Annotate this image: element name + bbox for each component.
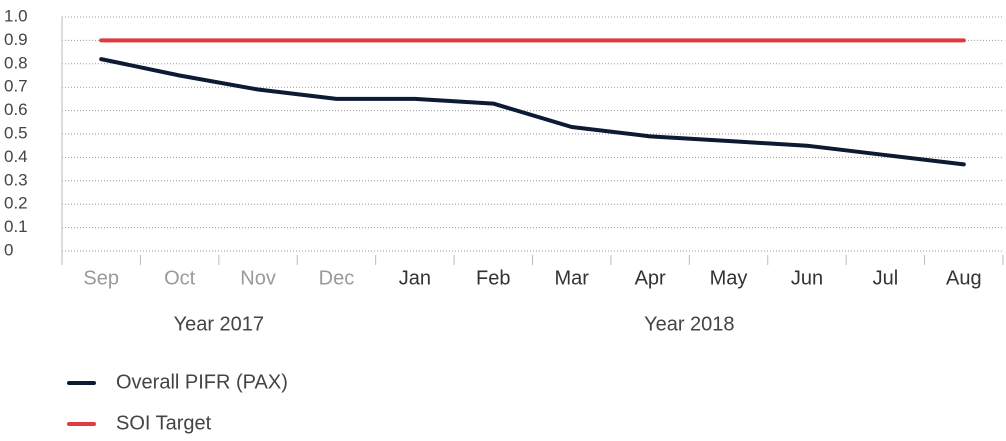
y-tick-label: 0	[4, 240, 13, 259]
legend-label: Overall PIFR (PAX)	[116, 371, 288, 393]
y-tick-label: 0.4	[4, 147, 28, 166]
x-tick-label: Jan	[399, 267, 431, 289]
x-tick-label: Apr	[635, 267, 666, 289]
y-tick-label: 0.9	[4, 30, 28, 49]
y-tick-label: 0.6	[4, 100, 28, 119]
series-line	[99, 57, 966, 167]
x-tick-label: Feb	[476, 267, 510, 289]
x-tick-label: Jun	[791, 267, 823, 289]
x-tick-label: Aug	[946, 267, 982, 289]
y-tick-label: 1.0	[4, 6, 28, 25]
group-label: Year 2018	[644, 313, 734, 335]
y-tick-label: 0.8	[4, 53, 28, 72]
x-tick-label: May	[710, 267, 748, 289]
y-tick-label: 0.2	[4, 194, 28, 213]
x-tick-label: Sep	[83, 267, 119, 289]
y-tick-label: 0.1	[4, 217, 28, 236]
legend-label: SOI Target	[116, 412, 212, 434]
x-tick-label: Oct	[164, 267, 196, 289]
x-tick-label: Nov	[240, 267, 276, 289]
x-tick-label: Dec	[319, 267, 355, 289]
x-tick-label: Jul	[873, 267, 899, 289]
y-tick-label: 0.5	[4, 123, 28, 142]
group-label: Year 2017	[174, 313, 264, 335]
y-tick-label: 0.7	[4, 77, 28, 96]
x-tick-label: Mar	[554, 267, 589, 289]
y-tick-label: 0.3	[4, 170, 28, 189]
